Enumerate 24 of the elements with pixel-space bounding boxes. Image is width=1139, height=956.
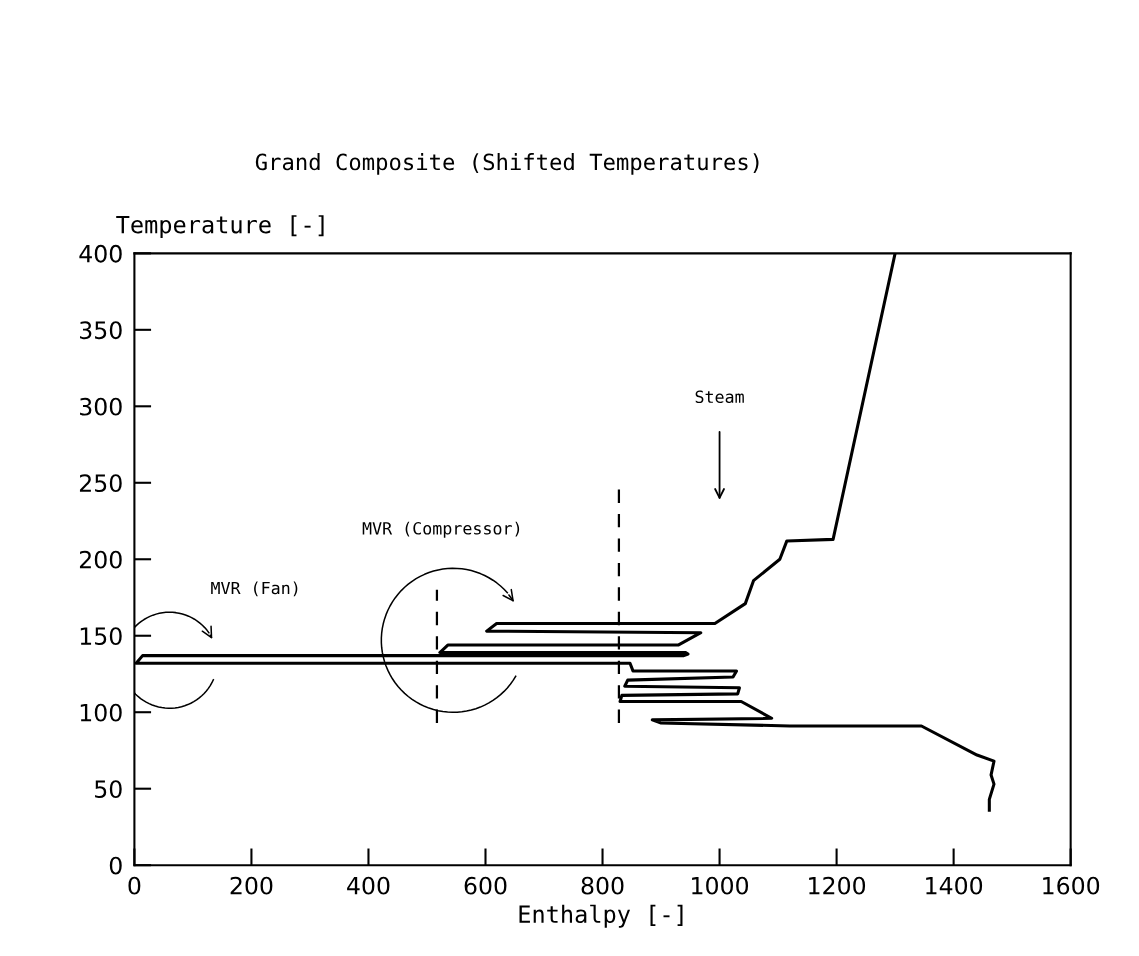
y-axis-title: Temperature [-] xyxy=(116,215,324,239)
x-tick-label: 1200 xyxy=(809,876,866,895)
y-tick-label: 350 xyxy=(80,321,122,340)
y-tick-label: 400 xyxy=(79,244,122,263)
y-tick-label: 150 xyxy=(80,627,122,646)
y-tick-label: 250 xyxy=(79,474,122,493)
x-tick-label: 1000 xyxy=(692,876,749,895)
y-tick-label: 300 xyxy=(80,397,122,416)
annotation: MVR (Compressor) xyxy=(362,521,520,538)
annotation: Steam xyxy=(695,390,744,404)
x-tick-label: 800 xyxy=(581,876,624,895)
x-tick-label: 200 xyxy=(230,876,273,895)
y-tick-label: 0 xyxy=(109,856,122,875)
y-tick-label: 100 xyxy=(80,703,122,722)
x-tick-label: 0 xyxy=(128,876,141,895)
y-tick-label: 50 xyxy=(95,780,122,799)
chart-title: Grand Composite (Shifted Temperatures) xyxy=(255,153,759,175)
y-tick-label: 200 xyxy=(79,550,122,569)
x-tick-label: 1600 xyxy=(1043,876,1100,895)
x-axis-title: Enthalpy [-] xyxy=(519,904,683,928)
x-tick-label: 400 xyxy=(347,876,390,895)
annotation: MVR (Fan) xyxy=(211,581,298,597)
x-tick-label: 1400 xyxy=(926,876,983,895)
x-tick-label: 600 xyxy=(464,876,507,895)
